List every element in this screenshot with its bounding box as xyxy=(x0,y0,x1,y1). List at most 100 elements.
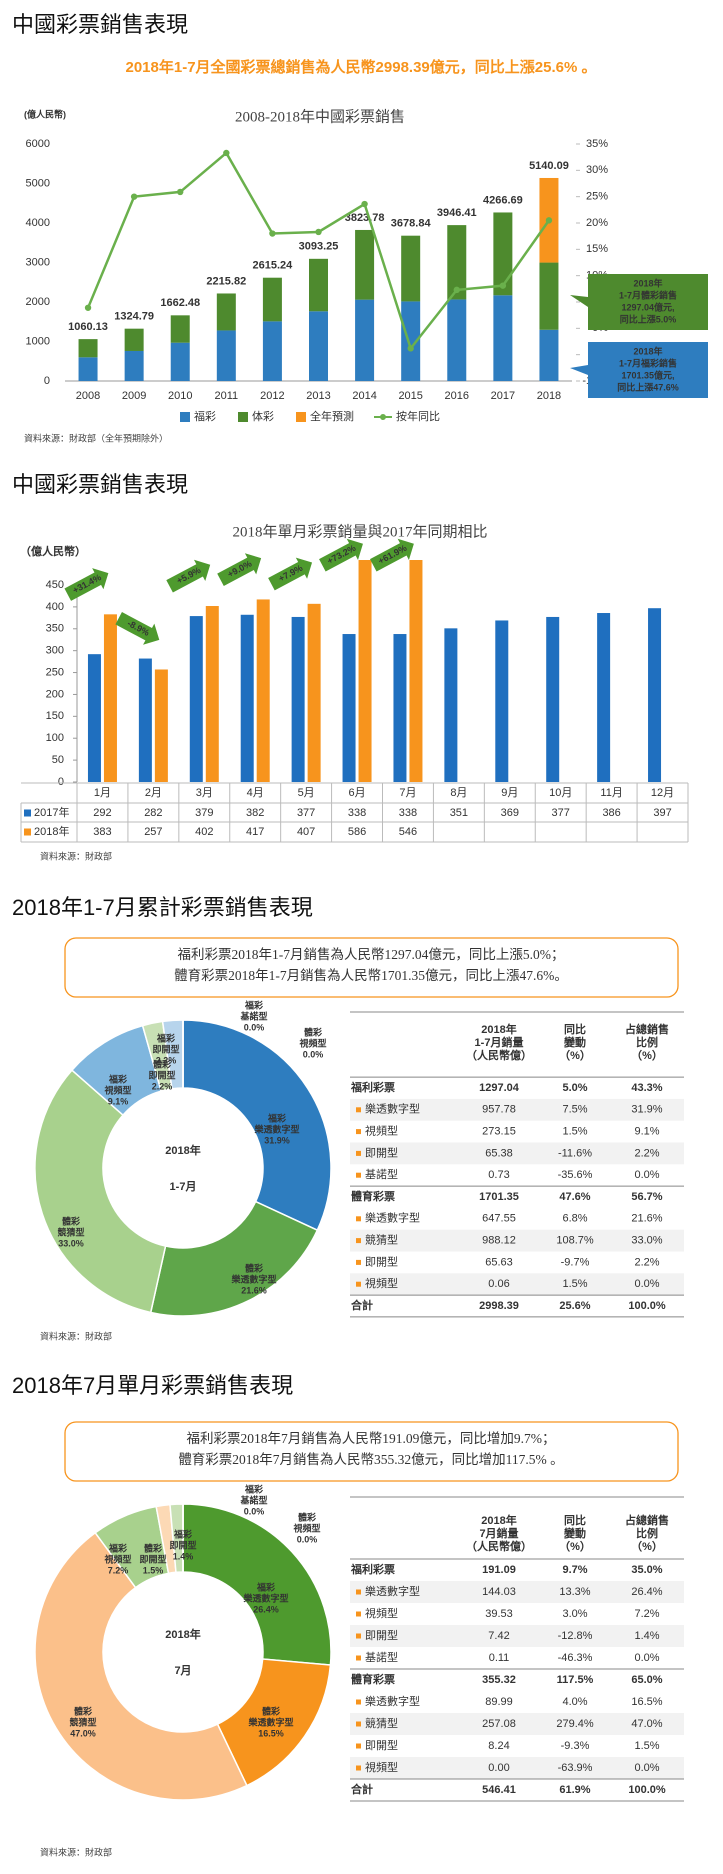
row-shade xyxy=(350,1713,684,1735)
table-cell: 957.78 xyxy=(482,1104,516,1116)
table-cell: -11.6% xyxy=(558,1147,592,1159)
slice-label: 31.9% xyxy=(264,1135,290,1145)
table-header: 5月 xyxy=(298,787,315,799)
callout-text: 同比上漲5.0% xyxy=(620,313,677,324)
table-cell: 257 xyxy=(144,826,162,838)
slice-label: 福彩 xyxy=(267,1112,286,1123)
table-cell: 4.0% xyxy=(562,1696,587,1708)
center-text: 1-7月 xyxy=(170,1180,197,1193)
bullet xyxy=(356,1129,361,1135)
line-marker xyxy=(130,193,138,200)
table-cell: 47.0% xyxy=(631,1718,662,1730)
legend-marker xyxy=(180,412,190,422)
bar xyxy=(393,634,407,782)
table-cell: 5.0% xyxy=(562,1082,587,1094)
bar xyxy=(648,608,662,782)
source: 資料來源：財政部 xyxy=(40,850,112,861)
x-tick-label: 2016 xyxy=(445,390,469,402)
table-cell: 377 xyxy=(552,807,570,819)
line-marker xyxy=(545,217,553,224)
bullet xyxy=(356,1238,361,1244)
slice-label: 福彩 xyxy=(173,1528,192,1539)
table-cell: 9.1% xyxy=(634,1126,659,1138)
row-shade xyxy=(350,1229,684,1252)
bar xyxy=(138,658,152,782)
bar-segment xyxy=(216,330,236,381)
total-label: 3678.84 xyxy=(391,218,432,230)
table-cell: 1.5% xyxy=(634,1740,659,1752)
bar xyxy=(444,628,458,782)
y-tick-label: 0 xyxy=(44,375,50,387)
slice-label: 體彩 xyxy=(62,1215,80,1226)
table-cell: 647.55 xyxy=(482,1213,516,1225)
table-cell: 即開型 xyxy=(365,1145,398,1159)
line-marker xyxy=(269,230,276,237)
table-cell: 191.09 xyxy=(482,1564,516,1576)
y-tick-label: 200 xyxy=(46,688,64,700)
line-marker xyxy=(177,188,184,196)
bar-segment xyxy=(401,235,421,302)
x-tick-label: 2012 xyxy=(260,390,284,402)
bar xyxy=(256,599,270,782)
table-cell: 0.0% xyxy=(634,1652,659,1664)
table-header: 12月 xyxy=(651,787,674,799)
y-tick-label: 150 xyxy=(46,710,64,722)
table-cell: 6.8% xyxy=(562,1213,587,1225)
legend-marker xyxy=(24,828,31,836)
annotation-arrow xyxy=(64,568,109,601)
slice-label: 即開型 xyxy=(148,1069,175,1080)
table-cell: 1297.04 xyxy=(479,1082,520,1094)
bar-segment xyxy=(355,229,375,300)
bar-segment xyxy=(78,357,98,381)
line-marker xyxy=(499,282,507,289)
table-cell: 56.7% xyxy=(631,1191,662,1203)
table-cell: 合計 xyxy=(351,1298,373,1312)
table-cell: 31.9% xyxy=(631,1104,662,1116)
bullet xyxy=(356,1743,361,1749)
bullet xyxy=(356,1611,361,1617)
total-label: 3093.25 xyxy=(299,241,339,253)
source: 資料來源：財政部 xyxy=(40,1846,112,1857)
table-cell: 基諾型 xyxy=(365,1167,398,1181)
callout-box xyxy=(570,274,708,330)
bar xyxy=(307,603,321,782)
bar-segment xyxy=(539,262,559,330)
legend-marker xyxy=(238,412,248,422)
table-cell: 546 xyxy=(399,826,417,838)
slice-label: 即開型 xyxy=(139,1553,166,1564)
slice-label: 體彩 xyxy=(144,1542,162,1553)
table-header: 8月 xyxy=(450,787,467,799)
slice-label: 體彩 xyxy=(245,1262,263,1273)
table-header: 同比 xyxy=(564,1513,586,1527)
y-tick-label: 1000 xyxy=(26,335,50,347)
bar-segment xyxy=(355,299,375,381)
section-heading: 中國彩票銷售表現 xyxy=(12,472,188,497)
table-header: （%） xyxy=(559,1049,591,1062)
table-cell: 108.7% xyxy=(556,1235,594,1247)
callout-box xyxy=(570,342,708,398)
table-cell: 0.0% xyxy=(634,1278,659,1290)
slice-label: 競猜型 xyxy=(57,1226,84,1237)
table-cell: 402 xyxy=(195,826,213,838)
x-tick-label: 2017 xyxy=(491,390,515,402)
x-tick-label: 2013 xyxy=(306,390,330,402)
table-cell: 即開型 xyxy=(365,1628,398,1642)
bar xyxy=(154,669,168,782)
slice-label: 體彩 xyxy=(153,1058,171,1069)
slice-label: 福彩 xyxy=(256,1581,275,1592)
bullet xyxy=(356,1633,361,1639)
table-cell: 合計 xyxy=(351,1782,373,1796)
total-label: 3946.41 xyxy=(437,207,477,219)
summary-line: 體育彩票2018年7月銷售為人民幣355.32億元，同比增加117.5% 。 xyxy=(178,1452,563,1467)
slice-label: 33.0% xyxy=(58,1238,84,1248)
y-tick-label: 350 xyxy=(46,623,64,635)
y-tick-label: 300 xyxy=(46,645,64,657)
slice-label: 樂透數字型 xyxy=(231,1273,276,1284)
x-tick-label: 2014 xyxy=(352,390,376,402)
table-cell: 369 xyxy=(501,807,519,819)
callout-text: 1-7月體彩銷售 xyxy=(619,289,677,300)
center-text: 7月 xyxy=(174,1664,191,1677)
total-label: 1662.48 xyxy=(160,297,200,309)
line-marker xyxy=(315,228,322,236)
table-cell: 7.5% xyxy=(562,1104,587,1116)
